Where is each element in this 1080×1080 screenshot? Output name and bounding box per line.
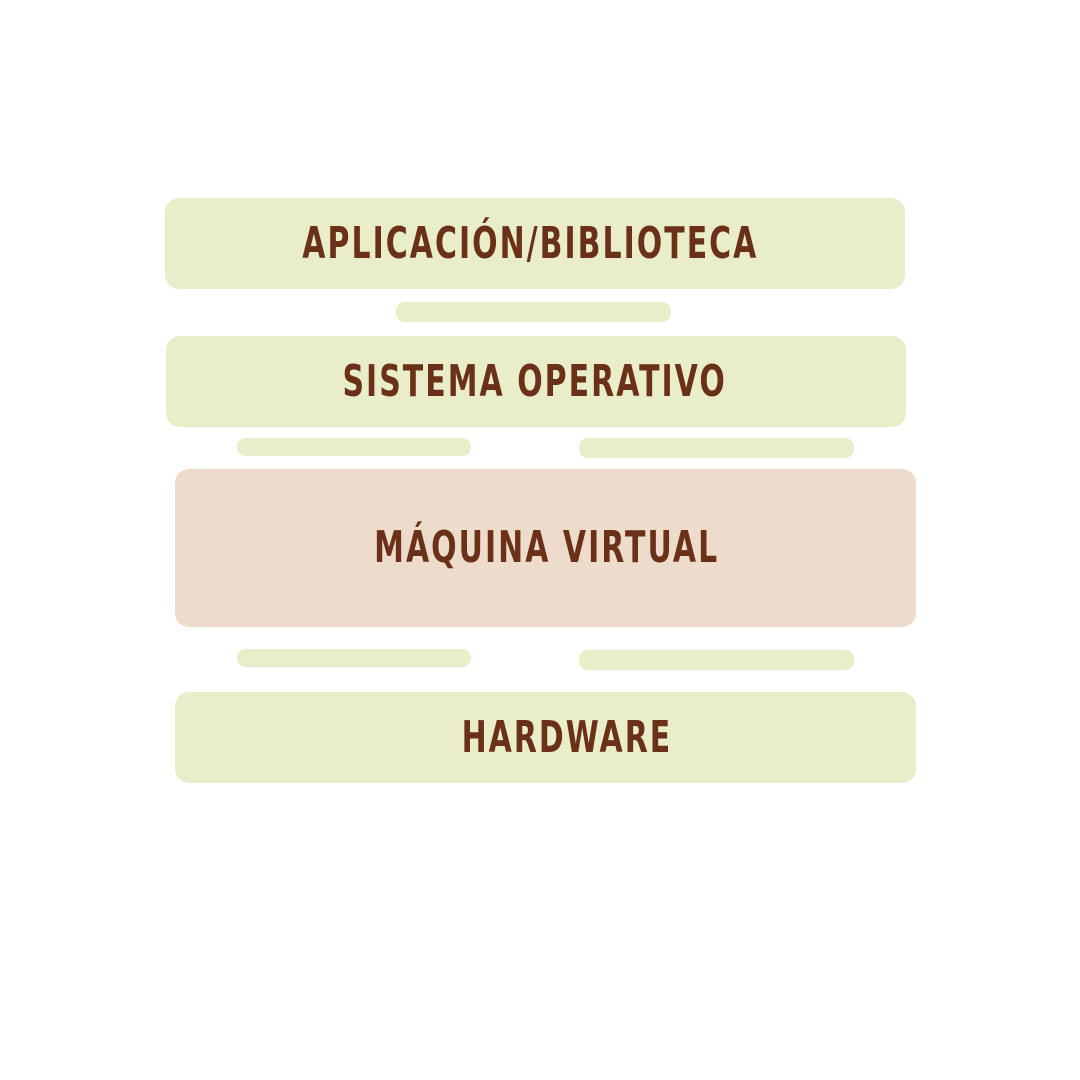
connector-bar-left bbox=[237, 438, 471, 456]
connector-bar-left bbox=[237, 649, 471, 667]
layer-virtual-machine: MÁQUINA VIRTUAL bbox=[175, 469, 916, 627]
layer-label: MÁQUINA VIRTUAL bbox=[374, 526, 719, 570]
layer-operating-system: SISTEMA OPERATIVO bbox=[166, 336, 906, 427]
connector-bar bbox=[396, 302, 671, 322]
layer-hardware: HARDWARE bbox=[175, 692, 916, 783]
connector-bar-right bbox=[579, 438, 854, 458]
layer-label: APLICACIÓN/BIBLIOTECA bbox=[302, 222, 758, 266]
layer-application-library: APLICACIÓN/BIBLIOTECA bbox=[165, 198, 905, 289]
connector-bar-right bbox=[579, 650, 854, 670]
layer-label: HARDWARE bbox=[461, 716, 672, 760]
layer-label: SISTEMA OPERATIVO bbox=[343, 360, 727, 404]
